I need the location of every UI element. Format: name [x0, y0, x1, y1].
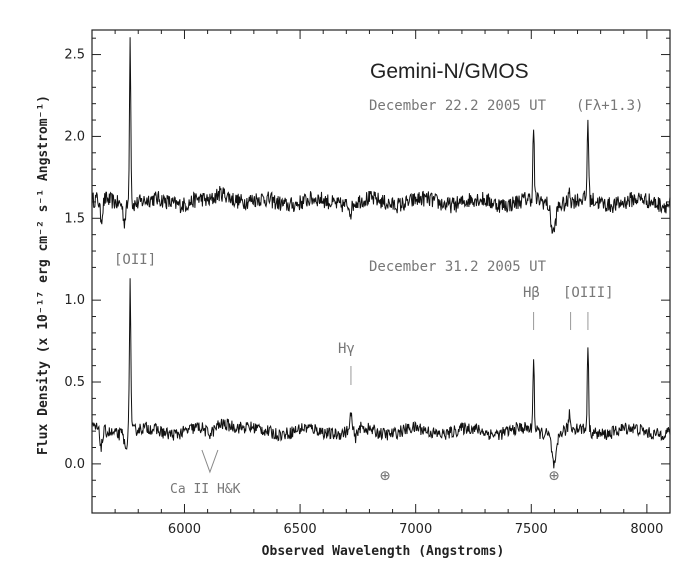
oiii-label: [OIII]: [563, 285, 614, 301]
hbeta-label: Hβ: [523, 285, 540, 301]
telluric-icon-2: ⊕: [549, 466, 559, 486]
x-tick-label: 6000: [168, 522, 201, 537]
ca-hk-marker: [201, 449, 219, 474]
y-tick-label: 0.5: [64, 375, 85, 390]
spectrum2-date-label: December 31.2 2005 UT: [369, 259, 547, 275]
x-axis-title: Observed Wavelength (Angstroms): [262, 544, 505, 559]
spectrum-line-2: [91, 278, 671, 469]
y-tick-label: 1.0: [64, 293, 85, 308]
ca-hk-label: Ca II H&K: [170, 482, 241, 497]
spectrum1-date-label: December 22.2 2005 UT: [369, 98, 547, 114]
spectrum-line-1: [91, 37, 671, 234]
x-tick-label: 8000: [630, 522, 663, 537]
plot-frame: [91, 29, 671, 514]
y-tick-label: 2.5: [64, 48, 85, 63]
hgamma-label: Hγ: [338, 341, 355, 357]
x-tick-label: 6500: [284, 522, 317, 537]
y-tick-label: 2.0: [64, 129, 85, 144]
y-tick-label: 0.0: [64, 457, 85, 472]
spectrum1-offset-label: (Fλ+1.3): [576, 98, 643, 114]
y-axis-title: Flux Density (x 10⁻¹⁷ erg cm⁻² s⁻¹ Angst…: [36, 95, 51, 455]
chart-title: Gemini-N/GMOS: [370, 60, 529, 83]
y-tick-label: 1.5: [64, 211, 85, 226]
x-tick-label: 7500: [515, 522, 548, 537]
oii-label: [OII]: [114, 252, 156, 268]
telluric-icon-1: ⊕: [380, 466, 390, 486]
x-tick-label: 7000: [399, 522, 432, 537]
